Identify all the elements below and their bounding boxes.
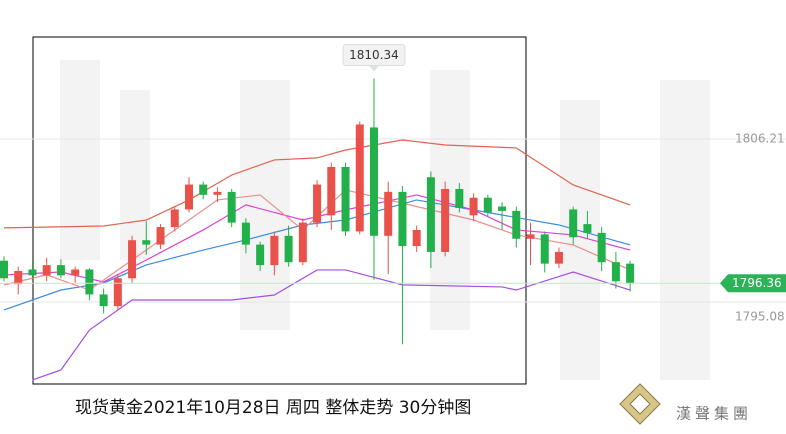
brand-logo: 漢聲集團 — [619, 383, 752, 425]
candle-body — [498, 206, 507, 211]
caption: 现货黄金2021年10月28日 周四 整体走势 30分钟图 — [75, 398, 471, 418]
candle-body — [526, 234, 535, 239]
candle-body — [85, 269, 94, 295]
candle-body — [341, 166, 350, 232]
candle-body — [611, 262, 620, 282]
candle-body — [583, 224, 592, 233]
candle-body — [384, 191, 393, 236]
candle-body — [213, 191, 222, 195]
candle-body — [597, 232, 606, 263]
candle-body — [0, 260, 8, 279]
candle-body — [156, 227, 165, 245]
candle-body — [284, 235, 293, 263]
candle-body — [99, 294, 108, 307]
candle-body — [42, 265, 51, 276]
candle-body — [483, 197, 492, 213]
candle-body — [256, 244, 265, 266]
candle-body — [241, 222, 250, 245]
candle-body — [184, 184, 193, 210]
indicator-line — [32, 269, 631, 381]
candle-body — [412, 229, 421, 247]
candle-body — [569, 209, 578, 238]
indicator-line — [3, 139, 631, 229]
candle-body — [199, 184, 208, 195]
candle-body — [227, 191, 236, 223]
candle-body — [170, 209, 179, 228]
y-tick-label: 1795.08 — [735, 310, 785, 324]
candle-body — [441, 188, 450, 252]
brand: 漢聲集團 — [676, 405, 752, 423]
candle-body — [128, 240, 137, 279]
last-price-tag — [720, 274, 786, 293]
candle-body — [113, 278, 122, 307]
candle-body — [398, 191, 407, 247]
high-tooltip-pointer — [368, 65, 379, 72]
candle-body — [327, 166, 336, 216]
y-tick-label: 1806.21 — [735, 132, 785, 146]
background-pattern — [60, 60, 710, 380]
candle-body — [142, 240, 151, 245]
candle-body — [554, 251, 563, 264]
candle-body — [426, 177, 435, 252]
candle-body — [540, 234, 549, 264]
candle-body — [298, 222, 307, 263]
last-price-label: 1796.36 — [732, 276, 782, 290]
candle-body — [14, 270, 23, 285]
highlight-box — [32, 36, 527, 385]
candle-body — [28, 269, 37, 276]
high-tooltip — [342, 44, 406, 67]
candle-body — [455, 188, 464, 208]
candle-body — [369, 127, 378, 236]
candle-body — [626, 263, 635, 284]
candle-body — [512, 210, 521, 239]
candle-body — [270, 235, 279, 266]
candle-body — [56, 265, 65, 276]
candle-body — [313, 184, 322, 223]
candle-body — [469, 197, 478, 216]
candle-body — [355, 124, 364, 232]
candle-body — [71, 269, 80, 276]
high-label: 1810.34 — [349, 48, 399, 62]
